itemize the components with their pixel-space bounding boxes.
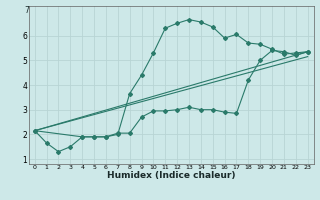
X-axis label: Humidex (Indice chaleur): Humidex (Indice chaleur) bbox=[107, 171, 236, 180]
Text: 7: 7 bbox=[24, 6, 29, 15]
